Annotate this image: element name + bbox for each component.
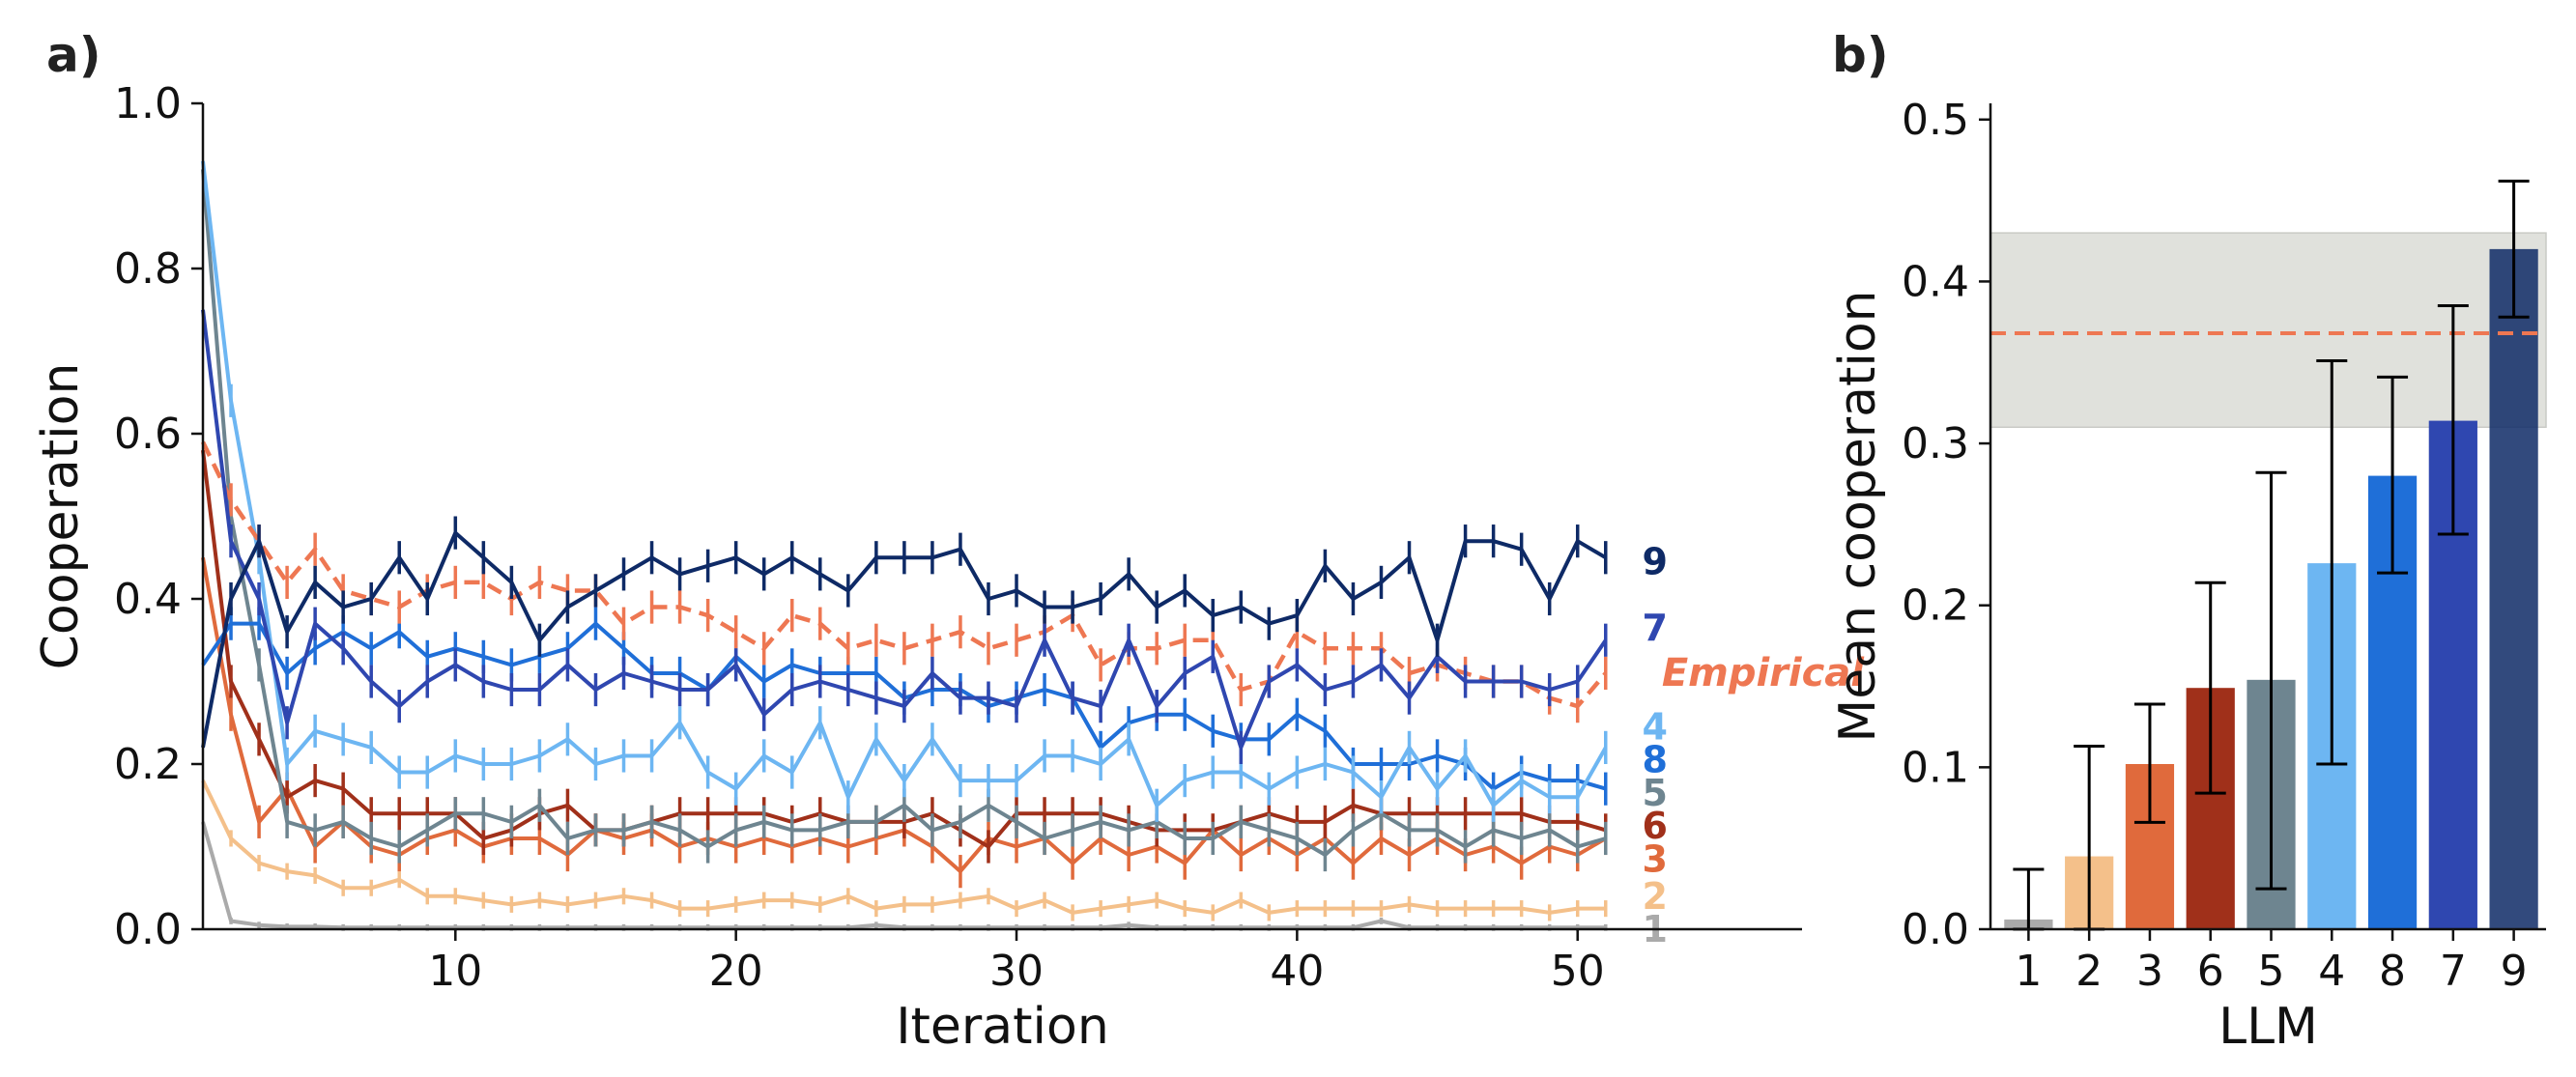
y-tick-label: 0.0 (1902, 905, 1969, 954)
series-label-4: 4 (1643, 706, 1668, 749)
error-bar-llm-4 (2316, 359, 2348, 766)
error-bar-llm-9 (2498, 179, 2530, 319)
y-tick-label: 0.8 (114, 244, 182, 294)
y-tick-label: 0.4 (1902, 257, 1969, 306)
y-tick-label: 1.0 (114, 79, 182, 128)
series-label-6: 6 (1643, 805, 1668, 847)
series-9: 9 (201, 516, 1668, 749)
series-6: 6 (201, 449, 1668, 864)
series-2: 2 (201, 779, 1668, 921)
x-tick-label: 2 (2075, 947, 2103, 996)
x-tick-label: 50 (1551, 947, 1605, 996)
series-7: 7 (201, 309, 1668, 764)
error-bar-llm-5 (2255, 470, 2287, 891)
y-tick-label: 0.1 (1902, 743, 1969, 792)
x-tick-label: 5 (2258, 947, 2285, 996)
x-tick-label: 4 (2318, 947, 2345, 996)
x-tick-label: 20 (709, 947, 763, 996)
series-label-3: 3 (1643, 837, 1668, 880)
series-5: 5 (201, 169, 1668, 872)
error-bar-llm-6 (2194, 581, 2226, 795)
panel-a-axes: 0.0 0.2 0.4 0.6 0.8 1.0 10 20 30 40 50 (114, 79, 1802, 996)
y-tick-label: 0.3 (1902, 419, 1969, 468)
series-label-7: 7 (1643, 607, 1668, 649)
x-tick-label: 30 (989, 947, 1044, 996)
x-tick-label: 40 (1270, 947, 1324, 996)
x-tick-label: 7 (2440, 947, 2467, 996)
x-tick-label: 3 (2136, 947, 2163, 996)
panel-b-x-axis-label: LLM (2218, 998, 2318, 1056)
error-bar-llm-7 (2437, 304, 2469, 536)
x-tick-label: 1 (2015, 947, 2042, 996)
x-tick-label: 6 (2197, 947, 2224, 996)
bar-llm-9 (2489, 248, 2538, 930)
y-tick-label: 0.0 (114, 905, 182, 954)
x-tick-label: 8 (2379, 947, 2406, 996)
panel-a-label: a) (46, 27, 101, 83)
error-bar-llm-8 (2377, 375, 2409, 575)
panel-a-x-axis-label: Iteration (896, 998, 1109, 1056)
series-label-8: 8 (1643, 739, 1668, 781)
series-label-9: 9 (1643, 541, 1668, 583)
panel-b-axes: 0.0 0.1 0.2 0.3 0.4 0.5 1 2 3 6 5 4 8 7 9 (1902, 96, 2546, 996)
y-tick-label: 0.5 (1902, 96, 1969, 145)
series-label-2: 2 (1643, 875, 1668, 918)
series-label-empirical: Empirical (1662, 651, 1865, 695)
series-line-5 (201, 169, 1607, 857)
empirical-range-band (1989, 232, 2547, 429)
panel-b-plot-area (1989, 179, 2547, 931)
series-empirical: Empirical (200, 440, 1865, 723)
error-bar-llm-3 (2133, 702, 2165, 824)
panel-b-y-axis-label: Mean cooperation (1829, 290, 1887, 742)
y-tick-label: 0.6 (114, 410, 182, 459)
y-tick-label: 0.4 (114, 575, 182, 624)
panel-a-y-axis-label: Cooperation (32, 363, 90, 670)
x-tick-label: 10 (428, 947, 482, 996)
series-4: 4 (201, 160, 1668, 822)
x-tick-label: 9 (2501, 947, 2528, 996)
panel-b-bar-chart: 0.0 0.1 0.2 0.3 0.4 0.5 1 2 3 6 5 4 8 7 9 LLM Mean coo… (1829, 96, 2547, 1056)
y-tick-label: 0.2 (1902, 581, 1969, 631)
y-tick-label: 0.2 (114, 740, 182, 789)
panel-b-label: b) (1832, 27, 1889, 83)
series-label-5: 5 (1643, 772, 1668, 814)
